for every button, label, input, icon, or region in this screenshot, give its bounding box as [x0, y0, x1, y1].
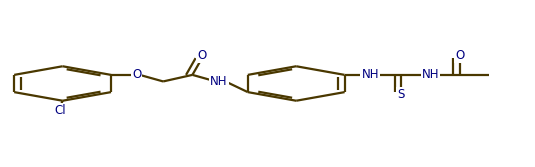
Text: NH: NH — [362, 68, 379, 81]
Text: NH: NH — [422, 68, 439, 81]
Text: S: S — [398, 88, 404, 101]
Text: NH: NH — [210, 75, 228, 88]
Text: Cl: Cl — [54, 104, 66, 117]
Text: O: O — [197, 49, 207, 62]
Text: O: O — [455, 49, 464, 62]
Text: O: O — [132, 68, 141, 81]
